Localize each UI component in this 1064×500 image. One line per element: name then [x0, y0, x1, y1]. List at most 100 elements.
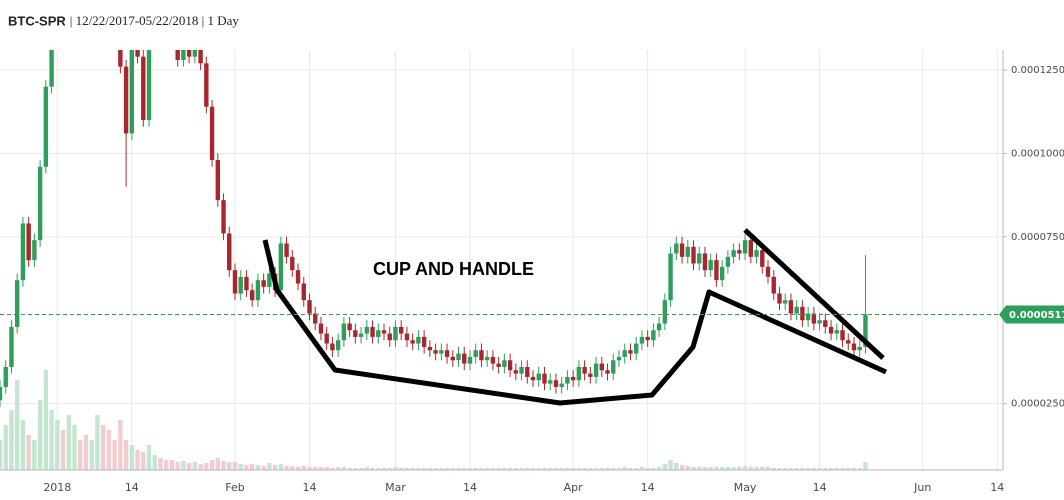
candle-body [456, 353, 461, 361]
volume-bar [192, 462, 198, 470]
volume-bar [198, 464, 203, 470]
candle-body [387, 333, 392, 341]
volume-bar [828, 468, 834, 470]
volume-bar [656, 467, 662, 470]
candle-body [141, 56, 146, 121]
candle-body [719, 266, 725, 281]
volume-bar [479, 468, 484, 470]
candle-body [9, 326, 14, 367]
candle-body [135, 50, 140, 57]
volume-bar [404, 468, 410, 470]
candle-body [593, 363, 599, 377]
volume-bar [26, 435, 31, 470]
volume-bar [169, 460, 175, 470]
candle-body [307, 300, 312, 314]
candle-body [599, 363, 604, 371]
candle-body [37, 166, 43, 241]
volume-bar [519, 468, 524, 470]
volume-bar [14, 380, 20, 470]
candle-body [502, 360, 507, 367]
volume-bar [95, 415, 100, 470]
x-tick-label: 14 [990, 481, 1004, 494]
volume-bar [805, 468, 811, 470]
volume-bar [530, 468, 536, 470]
volume-bar [370, 468, 375, 470]
candle-body [513, 370, 519, 374]
volume-bar [295, 467, 301, 470]
cup-handle-drawing [262, 239, 888, 406]
x-tick-label: 14 [125, 481, 139, 494]
volume-bar [164, 460, 169, 470]
candle-body [639, 336, 645, 344]
volume-bar [857, 468, 862, 470]
volume-bar [754, 467, 759, 470]
candle-body [221, 200, 226, 234]
volume-bar [66, 415, 71, 470]
candle-body [129, 50, 135, 134]
candle-layer [0, 0, 868, 407]
volume-bar [175, 462, 180, 470]
candle-body [771, 276, 776, 294]
candle-body [530, 376, 536, 381]
candle-body [14, 280, 20, 327]
volume-bar [318, 467, 324, 470]
volume-bar [714, 467, 719, 470]
volume-bar [129, 445, 135, 470]
candle-body [679, 243, 685, 257]
volume-bar [679, 465, 685, 470]
candle-body [628, 350, 633, 354]
candle-body [107, 0, 111, 13]
candle-body [146, 50, 152, 121]
volume-bar [433, 468, 438, 470]
x-tick-label: 14 [302, 481, 316, 494]
volume-bar [800, 468, 805, 470]
volume-bar [633, 468, 639, 470]
candle-body [232, 270, 238, 294]
volume-bar [559, 468, 564, 470]
candle-body [49, 50, 54, 87]
volume-bar [89, 440, 94, 470]
candle-body [588, 373, 593, 377]
volume-bar [186, 463, 192, 470]
volume-bar [605, 468, 610, 470]
volume-bar [238, 464, 243, 470]
candle-body [215, 160, 220, 201]
volume-bar [702, 467, 708, 470]
candle-body [748, 240, 754, 257]
candle-body [496, 363, 501, 367]
candle-body [570, 376, 576, 381]
volume-bar [387, 468, 392, 470]
candle-body [817, 320, 822, 324]
volume-bar [376, 468, 381, 470]
candle-body [330, 343, 335, 351]
volume-bar [204, 463, 209, 470]
candle-body [714, 260, 719, 281]
candle-body [238, 276, 243, 294]
volume-bar [582, 468, 587, 470]
candle-body [261, 280, 266, 287]
volume-bar [43, 370, 49, 470]
candle-body [393, 326, 398, 341]
candle-body [255, 280, 261, 301]
candle-body [490, 356, 496, 364]
volume-bar [685, 466, 690, 470]
candle-body [181, 50, 186, 61]
candle-body [381, 330, 387, 334]
volume-bar [622, 467, 627, 470]
candle-body [553, 380, 559, 387]
candle-body [525, 366, 530, 377]
candle-body [467, 356, 473, 364]
candle-body [616, 356, 622, 361]
candle-body [565, 376, 570, 384]
volume-bar [674, 463, 679, 470]
volume-bar [737, 467, 742, 470]
volume-bar [444, 468, 450, 470]
candle-body [559, 383, 564, 387]
candle-body [697, 253, 702, 264]
chart-subtitle: | 12/22/2017-05/22/2018 | 1 Day [70, 13, 240, 28]
volume-bar [645, 468, 650, 470]
candle-body [651, 330, 656, 341]
candle-body [175, 50, 180, 61]
candle-body [313, 313, 318, 324]
